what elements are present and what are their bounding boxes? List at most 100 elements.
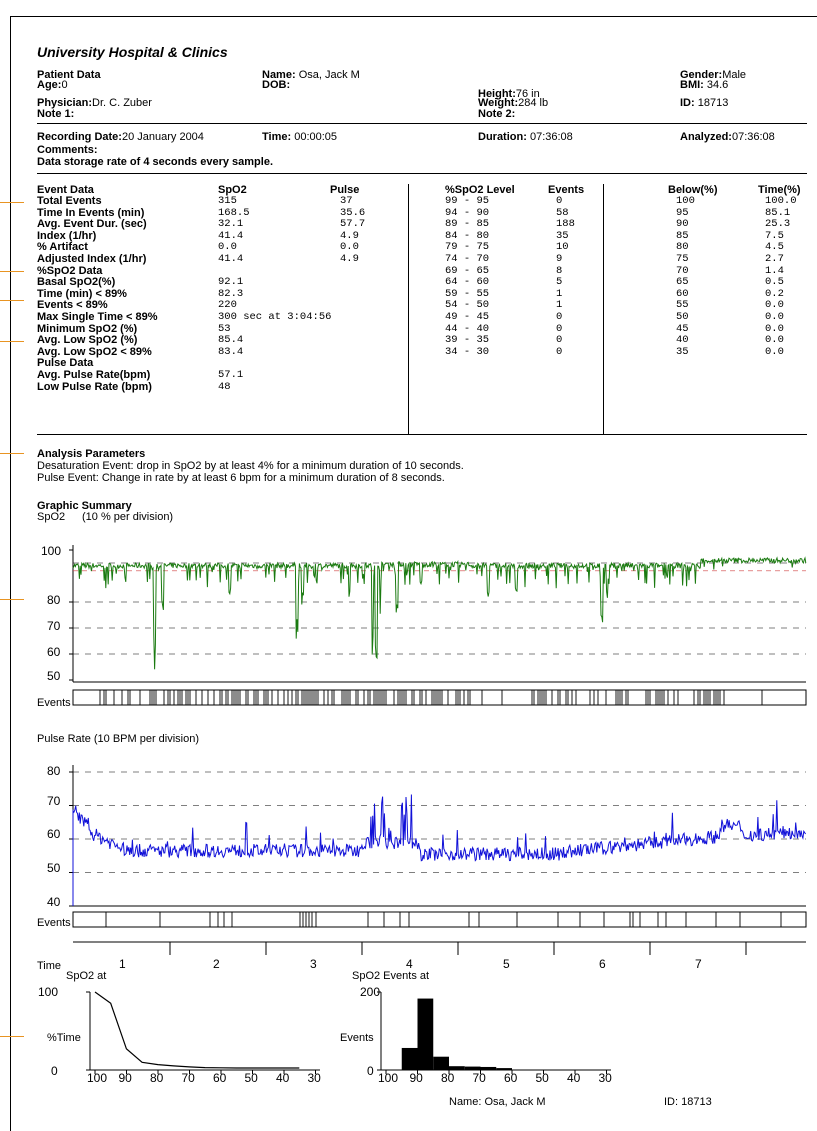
spo2-chart-title: SpO2: [37, 511, 66, 523]
event-row-spo2: 82.3: [218, 287, 244, 300]
event-row-spo2: 315: [218, 195, 237, 207]
small2-bar: [480, 1066, 497, 1070]
below-value: 40: [676, 334, 689, 347]
recording-time-field: Time: 00:00:05: [262, 131, 337, 143]
event-row-label: Avg. Low SpO2 (%): [37, 334, 138, 347]
patient-name-field: Name: Osa, Jack M: [262, 69, 360, 81]
level-range: 54 - 50: [445, 299, 490, 312]
small-xtick: 50: [244, 1071, 258, 1085]
below-value: 85: [676, 229, 689, 242]
duration-label: Duration:: [478, 131, 527, 143]
spo2-col-header: SpO2: [218, 184, 247, 196]
level-range: 99 - 95: [445, 195, 490, 207]
event-row-spo2: 168.5: [218, 206, 250, 219]
pulse-ytick: 60: [47, 827, 61, 841]
level-range: 84 - 80: [445, 229, 490, 242]
time-tick-label: 6: [599, 957, 606, 971]
margin-tick: [0, 1036, 24, 1037]
patient-name: Osa, Jack M: [298, 69, 360, 81]
event-row-label: Minimum SpO2 (%): [37, 322, 138, 335]
small-xtick: 40: [567, 1071, 581, 1085]
spo2-division: (10 % per division): [82, 511, 174, 523]
level-events: 58: [556, 206, 569, 219]
id-label: ID:: [680, 97, 695, 109]
spo2-trace: [72, 556, 807, 670]
event-row-label: Total Events: [37, 195, 102, 207]
event-row-pulse: 4.9: [340, 229, 359, 242]
level-events: 0: [556, 195, 563, 207]
pulse-ytick: 40: [47, 895, 61, 909]
level-events: 1: [556, 287, 563, 300]
level-range: 49 - 45: [445, 311, 490, 323]
small1-ylabel: %Time: [47, 1032, 81, 1044]
level-events: 8: [556, 264, 563, 277]
below-time: 7.5: [765, 229, 784, 242]
table-bottom: [37, 434, 807, 435]
level-range: 94 - 90: [445, 206, 490, 219]
event-row-pulse: 0.0: [340, 241, 359, 254]
level-events: 0: [556, 322, 563, 335]
note1-label: Note 1:: [37, 108, 75, 120]
below-value: 70: [676, 264, 689, 277]
event-row-spo2: 0.0: [218, 241, 237, 254]
below-time: 2.7: [765, 253, 784, 265]
below-time: 0.5: [765, 276, 784, 289]
footer-id: ID: 18713: [664, 1096, 712, 1108]
level-range: 34 - 30: [445, 345, 490, 358]
event-row-label: %SpO2 Data: [37, 264, 103, 277]
below-value: 55: [676, 299, 689, 312]
duration-field: Duration: 07:36:08: [478, 131, 573, 143]
spo2-ytick: 100: [41, 544, 62, 558]
comments-label: Comments:: [37, 144, 98, 156]
analyzed-field: Analyzed:07:36:08: [680, 131, 775, 143]
margin-tick: [0, 341, 24, 342]
spo2-ytick: 50: [47, 669, 61, 683]
page-top-border: [10, 16, 817, 17]
below-value: 65: [676, 276, 689, 289]
level-range: 74 - 70: [445, 253, 490, 265]
name-label: Name:: [262, 69, 296, 81]
age-label: Age:: [37, 79, 62, 91]
age-value: 0: [61, 79, 68, 91]
spo2-ytick: 80: [47, 593, 61, 607]
level-events: 10: [556, 241, 569, 254]
level-events: 5: [556, 276, 563, 289]
small-xtick: 100: [378, 1071, 399, 1085]
margin-tick: [0, 202, 24, 203]
time-label: Time:: [262, 131, 292, 143]
small2-ylabel: Events: [340, 1032, 374, 1044]
weight-field: Weight:284 lb: [478, 97, 548, 109]
bmi-value: 34.6: [706, 79, 729, 91]
event-row-spo2: 220: [218, 299, 237, 312]
below-value: 50: [676, 311, 689, 323]
pulse-events-label: Events: [37, 917, 71, 929]
event-row-spo2: 48: [218, 380, 231, 393]
level-range: 39 - 35: [445, 334, 490, 347]
level-events: 0: [556, 345, 563, 358]
event-row-label: Avg. Pulse Rate(bpm): [37, 369, 151, 381]
small-xtick: 70: [472, 1071, 486, 1085]
small2-ytick-bottom: 0: [367, 1064, 374, 1078]
below-time: 0.2: [765, 287, 784, 300]
event-row-spo2: 41.4: [218, 229, 244, 242]
pulse-col-header: Pulse: [330, 184, 360, 196]
event-row-label: Events < 89%: [37, 299, 108, 312]
level-events: 0: [556, 311, 563, 323]
note2-label: Note 2:: [478, 108, 516, 120]
below-time: 0.0: [765, 334, 784, 347]
table-divider: [603, 184, 604, 434]
event-row-pulse: 35.6: [340, 206, 366, 219]
event-row-label: Max Single Time < 89%: [37, 311, 158, 323]
below-value: 35: [676, 345, 689, 358]
small1-ytick-bottom: 0: [51, 1064, 58, 1078]
small-xtick: 90: [118, 1071, 132, 1085]
time-axis-label: Time: [37, 960, 62, 972]
level-range: 44 - 40: [445, 322, 490, 335]
gender-value: Male: [722, 69, 747, 81]
small2-bar: [433, 1056, 449, 1070]
time-tick-label: 4: [406, 957, 413, 971]
analysis-desat: Desaturation Event: drop in SpO2 by at l…: [37, 460, 464, 472]
physician-value: Dr. C. Zuber: [92, 97, 152, 109]
below-value: 90: [676, 218, 689, 231]
below-time: 1.4: [765, 264, 784, 277]
